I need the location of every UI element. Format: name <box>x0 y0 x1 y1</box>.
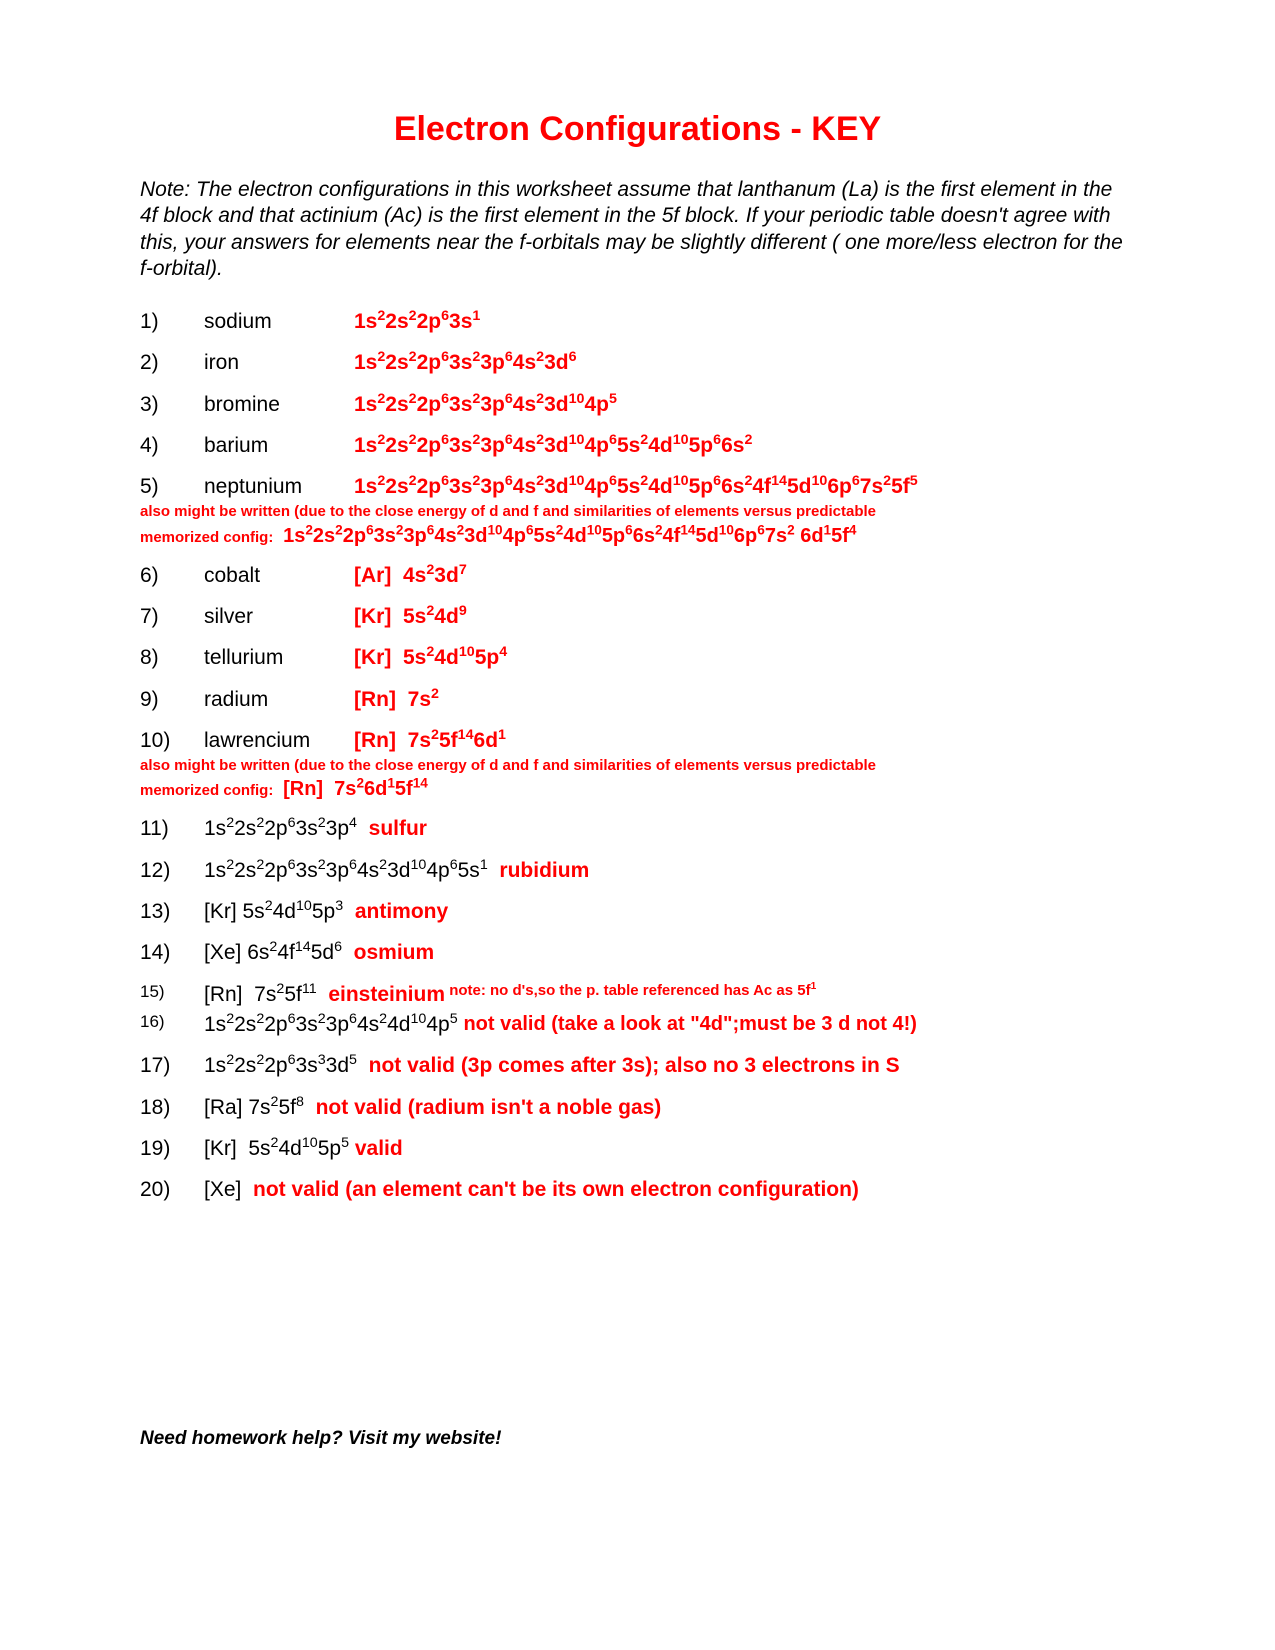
item-12: 12) 1s22s22p63s23p64s23d104p65s1 rubidiu… <box>140 857 1135 884</box>
item-17: 17) 1s22s22p63s33d5 not valid (3p comes … <box>140 1052 1135 1079</box>
answer: not valid (take a look at "4d";must be 3… <box>463 1011 916 1038</box>
item-number: 11) <box>140 815 204 842</box>
item-13: 13) [Kr] 5s24d105p3 antimony <box>140 898 1135 925</box>
answer: antimony <box>355 898 448 925</box>
alt-config-label: memorized config: <box>140 782 273 799</box>
item-5: 5) neptunium 1s22s22p63s23p64s23d104p65s… <box>140 473 1135 500</box>
element-name: lawrencium <box>204 727 354 754</box>
element-name: iron <box>204 349 354 376</box>
electron-config: [Rn] 7s25f146d1 <box>354 727 506 754</box>
given-config: [Rn] 7s25f11 <box>204 981 328 1008</box>
item-1: 1) sodium 1s22s22p63s1 <box>140 308 1135 335</box>
item-number: 15) <box>140 981 204 1008</box>
item-number: 12) <box>140 857 204 884</box>
given-config: [Kr] 5s24d105p5 <box>204 1135 355 1162</box>
answer: sulfur <box>369 815 427 842</box>
item-number: 14) <box>140 939 204 966</box>
item-number: 19) <box>140 1135 204 1162</box>
electron-config: [Kr] 5s24d105p4 <box>354 644 507 671</box>
item-number: 20) <box>140 1176 204 1203</box>
alt-electron-config: 1s22s22p63s23p64s23d104p65s24d105p66s24f… <box>278 525 857 547</box>
item-14: 14) [Xe] 6s24f145d6 osmium <box>140 939 1135 966</box>
answer-note: note: no d's,so the p. table referenced … <box>445 981 816 1008</box>
alt-config-10: memorized config: [Rn] 7s26d15f14 <box>140 778 1135 801</box>
item-number: 1) <box>140 308 204 335</box>
item-number: 3) <box>140 391 204 418</box>
given-config: 1s22s22p63s23p64s24d104p5 <box>204 1011 463 1038</box>
element-name: radium <box>204 686 354 713</box>
item-20: 20) [Xe] not valid (an element can't be … <box>140 1176 1135 1203</box>
item-8: 8) tellurium [Kr] 5s24d105p4 <box>140 644 1135 671</box>
alt-note-10: also might be written (due to the close … <box>140 757 1135 774</box>
answer: not valid (radium isn't a noble gas) <box>316 1094 662 1121</box>
electron-config: [Rn] 7s2 <box>354 686 439 713</box>
item-number: 8) <box>140 644 204 671</box>
electron-config: 1s22s22p63s1 <box>354 308 480 335</box>
item-number: 2) <box>140 349 204 376</box>
item-18: 18) [Ra] 7s25f8 not valid (radium isn't … <box>140 1094 1135 1121</box>
footer-note: Need homework help? Visit my website! <box>140 1428 501 1450</box>
element-name: silver <box>204 603 354 630</box>
answer: not valid (3p comes after 3s); also no 3… <box>369 1052 900 1079</box>
item-number: 6) <box>140 562 204 589</box>
electron-config: 1s22s22p63s23p64s23d6 <box>354 349 577 376</box>
element-name: neptunium <box>204 473 354 500</box>
item-number: 18) <box>140 1094 204 1121</box>
item-6: 6) cobalt [Ar] 4s23d7 <box>140 562 1135 589</box>
item-19: 19) [Kr] 5s24d105p5 valid <box>140 1135 1135 1162</box>
item-16: 16) 1s22s22p63s23p64s24d104p5 not valid … <box>140 1011 1135 1038</box>
item-2: 2) iron 1s22s22p63s23p64s23d6 <box>140 349 1135 376</box>
item-11: 11) 1s22s22p63s23p4 sulfur <box>140 815 1135 842</box>
given-config: 1s22s22p63s33d5 <box>204 1052 369 1079</box>
item-number: 13) <box>140 898 204 925</box>
answer: valid <box>355 1135 403 1162</box>
electron-config: 1s22s22p63s23p64s23d104p65s24d105p66s2 <box>354 432 752 459</box>
alt-config-5: memorized config: 1s22s22p63s23p64s23d10… <box>140 525 1135 548</box>
electron-config: 1s22s22p63s23p64s23d104p65s24d105p66s24f… <box>354 473 918 500</box>
element-name: cobalt <box>204 562 354 589</box>
electron-config: [Kr] 5s24d9 <box>354 603 467 630</box>
item-10: 10) lawrencium [Rn] 7s25f146d1 <box>140 727 1135 754</box>
page-title: Electron Configurations - KEY <box>140 110 1135 149</box>
item-number: 16) <box>140 1011 204 1038</box>
document-page: Electron Configurations - KEY Note: The … <box>0 0 1275 1650</box>
item-3: 3) bromine 1s22s22p63s23p64s23d104p5 <box>140 391 1135 418</box>
answer: einsteinium <box>328 981 445 1008</box>
given-config: [Kr] 5s24d105p3 <box>204 898 355 925</box>
item-number: 7) <box>140 603 204 630</box>
item-number: 9) <box>140 686 204 713</box>
electron-config: [Ar] 4s23d7 <box>354 562 467 589</box>
given-config: [Xe] <box>204 1176 241 1203</box>
item-number: 17) <box>140 1052 204 1079</box>
electron-config: 1s22s22p63s23p64s23d104p5 <box>354 391 617 418</box>
alt-note-5: also might be written (due to the close … <box>140 503 1135 520</box>
item-7: 7) silver [Kr] 5s24d9 <box>140 603 1135 630</box>
alt-config-label: memorized config: <box>140 529 273 546</box>
given-config: 1s22s22p63s23p64s23d104p65s1 <box>204 857 499 884</box>
element-name: sodium <box>204 308 354 335</box>
element-name: barium <box>204 432 354 459</box>
intro-note: Note: The electron configurations in thi… <box>140 177 1135 282</box>
answer: rubidium <box>499 857 589 884</box>
answer: osmium <box>354 939 435 966</box>
item-number: 5) <box>140 473 204 500</box>
item-number: 4) <box>140 432 204 459</box>
answer: not valid (an element can't be its own e… <box>253 1176 859 1203</box>
element-name: bromine <box>204 391 354 418</box>
given-config: [Ra] 7s25f8 <box>204 1094 316 1121</box>
item-9: 9) radium [Rn] 7s2 <box>140 686 1135 713</box>
given-config: 1s22s22p63s23p4 <box>204 815 369 842</box>
item-15: 15) [Rn] 7s25f11 einsteinium note: no d'… <box>140 981 1135 1008</box>
given-config: [Xe] 6s24f145d6 <box>204 939 354 966</box>
alt-electron-config: [Rn] 7s26d15f14 <box>278 778 428 800</box>
element-name: tellurium <box>204 644 354 671</box>
item-4: 4) barium 1s22s22p63s23p64s23d104p65s24d… <box>140 432 1135 459</box>
item-number: 10) <box>140 727 204 754</box>
